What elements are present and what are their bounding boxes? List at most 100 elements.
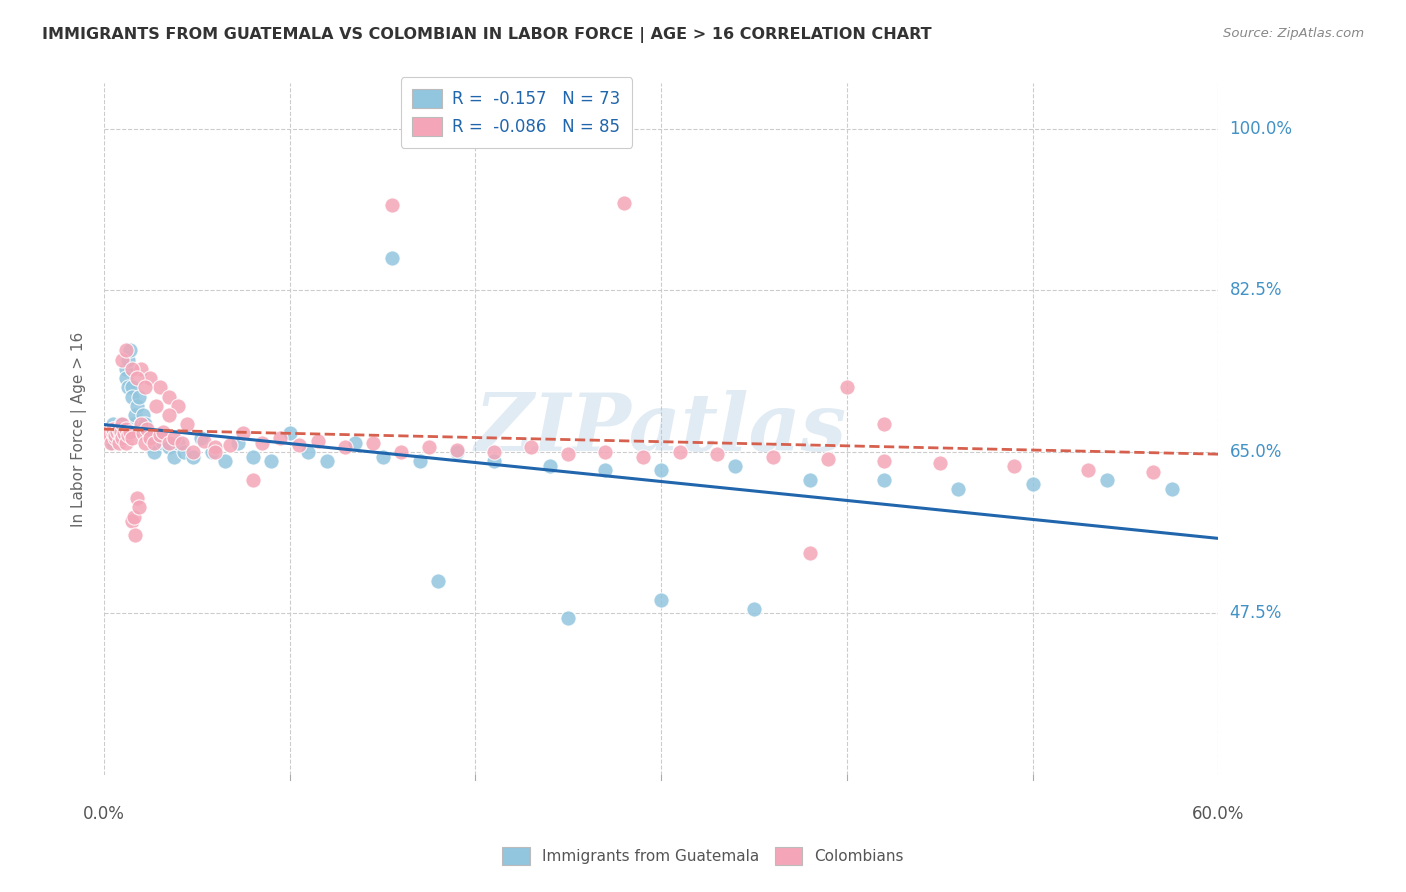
Point	[557, 447, 579, 461]
Point	[176, 417, 198, 432]
Point	[111, 431, 134, 445]
Point	[668, 445, 690, 459]
Y-axis label: In Labor Force | Age > 16: In Labor Force | Age > 16	[72, 331, 87, 526]
Point	[163, 450, 186, 464]
Point	[762, 450, 785, 464]
Point	[371, 450, 394, 464]
Point	[389, 445, 412, 459]
Point	[107, 434, 129, 448]
Point	[361, 435, 384, 450]
Point	[111, 426, 134, 441]
Point	[103, 422, 125, 436]
Point	[269, 431, 291, 445]
Point	[520, 441, 543, 455]
Point	[595, 463, 617, 477]
Point	[121, 431, 143, 445]
Point	[948, 482, 970, 496]
Point	[260, 454, 283, 468]
Point	[873, 473, 896, 487]
Point	[134, 380, 156, 394]
Point	[482, 445, 505, 459]
Point	[124, 528, 146, 542]
Point	[104, 431, 127, 445]
Point	[650, 463, 672, 477]
Point	[103, 417, 125, 432]
Point	[557, 611, 579, 625]
Text: 47.5%: 47.5%	[1230, 605, 1282, 623]
Point	[297, 445, 319, 459]
Point	[315, 454, 337, 468]
Point	[181, 450, 204, 464]
Point	[98, 425, 121, 439]
Point	[118, 343, 141, 358]
Point	[288, 437, 311, 451]
Point	[115, 435, 138, 450]
Point	[381, 197, 404, 211]
Point	[204, 441, 226, 455]
Point	[115, 343, 138, 358]
Point	[873, 417, 896, 432]
Point	[103, 422, 125, 436]
Point	[110, 417, 132, 432]
Point	[799, 546, 821, 560]
Point	[128, 500, 150, 515]
Point	[1161, 482, 1184, 496]
Point	[100, 431, 122, 445]
Text: 60.0%: 60.0%	[1192, 805, 1244, 823]
Point	[1095, 473, 1118, 487]
Point	[139, 431, 162, 445]
Point	[115, 422, 138, 436]
Point	[112, 428, 135, 442]
Point	[124, 408, 146, 422]
Point	[149, 428, 172, 442]
Point	[135, 426, 157, 441]
Point	[104, 428, 127, 442]
Point	[219, 437, 242, 451]
Point	[105, 428, 128, 442]
Point	[100, 426, 122, 441]
Point	[129, 417, 152, 432]
Text: ZIPatlas: ZIPatlas	[475, 390, 848, 467]
Point	[139, 371, 162, 385]
Point	[111, 352, 134, 367]
Point	[214, 454, 236, 468]
Point	[157, 435, 180, 450]
Point	[97, 428, 120, 442]
Point	[110, 428, 132, 442]
Point	[122, 509, 145, 524]
Point	[193, 434, 215, 448]
Point	[201, 445, 224, 459]
Point	[115, 371, 138, 385]
Point	[112, 425, 135, 439]
Point	[427, 574, 450, 589]
Point	[117, 352, 139, 367]
Point	[127, 491, 149, 505]
Point	[250, 435, 273, 450]
Point	[724, 458, 747, 473]
Point	[104, 426, 127, 441]
Point	[446, 443, 468, 458]
Point	[149, 428, 172, 442]
Point	[157, 408, 180, 422]
Point	[409, 454, 432, 468]
Point	[163, 431, 186, 445]
Point	[381, 251, 404, 265]
Point	[132, 408, 155, 422]
Point	[799, 473, 821, 487]
Point	[129, 417, 152, 432]
Point	[242, 473, 264, 487]
Point	[167, 399, 190, 413]
Text: 0.0%: 0.0%	[83, 805, 125, 823]
Text: 65.0%: 65.0%	[1230, 443, 1282, 461]
Point	[335, 441, 357, 455]
Point	[242, 450, 264, 464]
Point	[167, 435, 190, 450]
Point	[190, 431, 212, 445]
Point	[817, 452, 839, 467]
Point	[157, 390, 180, 404]
Point	[110, 425, 132, 439]
Point	[105, 424, 128, 438]
Point	[1002, 458, 1025, 473]
Point	[232, 426, 254, 441]
Point	[307, 434, 329, 448]
